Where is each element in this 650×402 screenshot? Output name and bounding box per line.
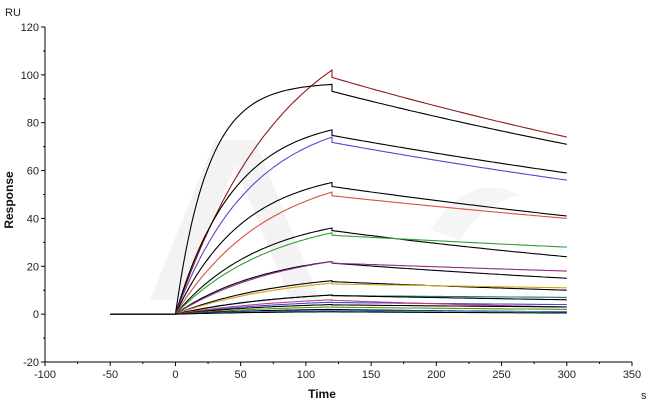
y-axis-title: Response	[2, 171, 16, 229]
series-line	[110, 282, 567, 315]
watermark-logo	[150, 140, 520, 300]
x-tick-label: 250	[492, 369, 510, 381]
x-axis-title: Time	[308, 387, 336, 401]
y-tick-label: 0	[33, 309, 39, 321]
chart-series	[110, 69, 567, 315]
y-tick-label: 120	[21, 22, 39, 34]
x-tick-label: 0	[172, 369, 178, 381]
series-line	[110, 304, 567, 315]
x-unit-label: s	[641, 390, 647, 402]
chart-ticks: -20 0 20 40 60 80 100 120 -100 -50 0 50 100 150 200 250…	[21, 22, 642, 381]
series-line	[110, 260, 567, 315]
y-tick-label: 40	[27, 213, 39, 225]
series-line	[110, 311, 567, 315]
x-tick-label: -100	[34, 369, 56, 381]
series-line	[110, 191, 567, 315]
y-tick-label: -20	[23, 357, 39, 369]
y-tick-label: 80	[27, 118, 39, 130]
series-line	[110, 227, 567, 315]
series-line	[110, 301, 567, 315]
series-line	[110, 306, 567, 315]
x-tick-label: 150	[362, 369, 380, 381]
x-tick-label: 50	[235, 369, 247, 381]
x-tick-label: -50	[102, 369, 118, 381]
series-line	[110, 232, 567, 315]
y-tick-label: 100	[21, 70, 39, 82]
watermark-shape	[150, 140, 320, 300]
series-line	[110, 83, 567, 315]
series-line	[110, 69, 567, 315]
x-tick-label: 350	[623, 369, 641, 381]
series-line	[110, 136, 567, 315]
watermark-shape	[430, 187, 520, 240]
x-tick-label: 300	[558, 369, 576, 381]
x-tick-label: 100	[297, 369, 315, 381]
y-unit-label: RU	[5, 7, 21, 19]
series-line	[110, 294, 567, 315]
series-line	[110, 279, 567, 315]
series-line	[110, 181, 567, 315]
series-line	[110, 129, 567, 315]
y-tick-label: 60	[27, 166, 39, 178]
series-line	[110, 299, 567, 315]
y-tick-label: 20	[27, 261, 39, 273]
x-tick-label: 200	[427, 369, 445, 381]
